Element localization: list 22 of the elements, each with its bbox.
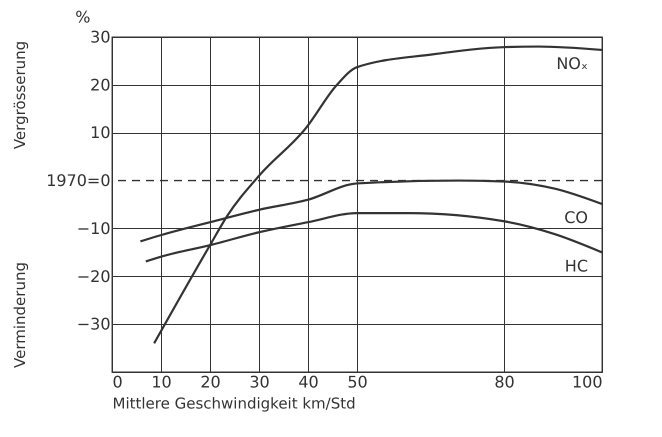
y-tick-label: 30 (90, 28, 110, 46)
x-tick-label: 50 (347, 372, 368, 392)
y-tick-label: 10 (90, 123, 110, 142)
y-tick-label: −10 (76, 218, 110, 238)
y-tick-label: −30 (76, 314, 110, 334)
x-tick-label: 20 (200, 372, 221, 392)
x-tick-label: 80 (494, 372, 515, 392)
y-axis-title: % (75, 8, 90, 26)
x-tick-label: 40 (298, 372, 319, 392)
x-tick-label: 100 (572, 372, 602, 392)
y-tick-label: 20 (90, 75, 110, 94)
x-tick-label: 30 (249, 372, 270, 392)
x-tick-label: 10 (151, 372, 172, 392)
y-tick-label: −20 (76, 266, 110, 286)
x-tick-label: 0 (112, 372, 123, 392)
series-label: HC (564, 256, 588, 276)
series-label: NOₓ (556, 54, 588, 73)
x-axis-title: Mittlere Geschwindigkeit km/Std (112, 394, 356, 412)
text: Verminderung (11, 262, 29, 368)
y-tick-label: 1970=0 (46, 171, 110, 190)
series-label: CO (564, 208, 588, 228)
text: Vergrösserung (11, 40, 29, 150)
